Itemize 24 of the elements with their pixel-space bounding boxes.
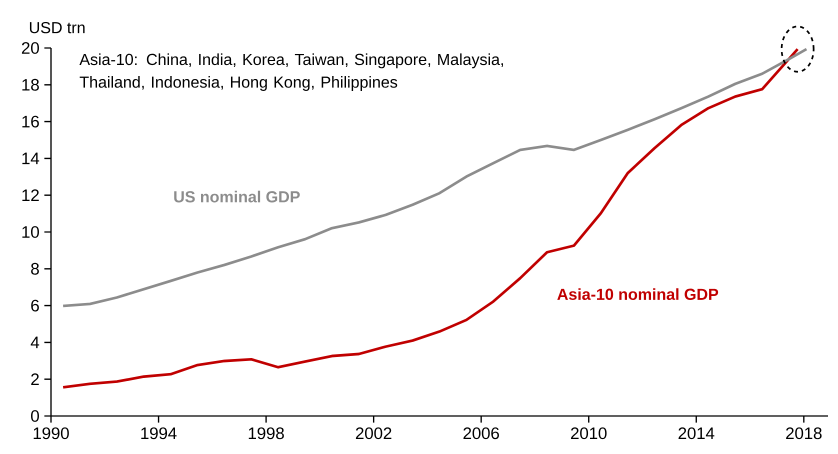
y-tick-label: 18 xyxy=(22,78,39,91)
y-tick-label: 16 xyxy=(22,116,39,128)
line-series xyxy=(62,48,799,389)
y-tick-label: 10 xyxy=(22,226,39,238)
annotation: Asia-10: China, India, Korea, Taiwan, Singapore, Malaysia, Thailand, Indonesia, Hong Kong, Philippines xyxy=(79,53,503,91)
y-tick-label: 14 xyxy=(22,152,40,164)
x-tick-label: 2018 xyxy=(786,427,822,440)
y-tick-label: 0 xyxy=(31,410,39,422)
x-tick-label: 2014 xyxy=(678,427,714,440)
x-tick-label: 1990 xyxy=(34,427,69,440)
x-tick-label: 2006 xyxy=(463,427,499,440)
y-tick-label: 12 xyxy=(22,189,39,202)
y-axis-title: USD trn xyxy=(30,22,85,34)
text: Asia-10 nominal GDP xyxy=(557,288,718,300)
y-tick-label: 6 xyxy=(31,300,39,312)
x-tick-label: 2002 xyxy=(356,427,392,440)
text: US nominal GDP xyxy=(174,190,300,202)
x-tick-label: 1994 xyxy=(141,427,177,440)
y-tick-label: 8 xyxy=(31,262,39,275)
x-tick-label: 1998 xyxy=(248,427,284,440)
y-tick-label: 4 xyxy=(30,336,40,348)
x-tick-label: 2010 xyxy=(571,427,607,440)
y-tick-label: 20 xyxy=(22,42,39,54)
y-tick-label: 2 xyxy=(31,373,39,386)
